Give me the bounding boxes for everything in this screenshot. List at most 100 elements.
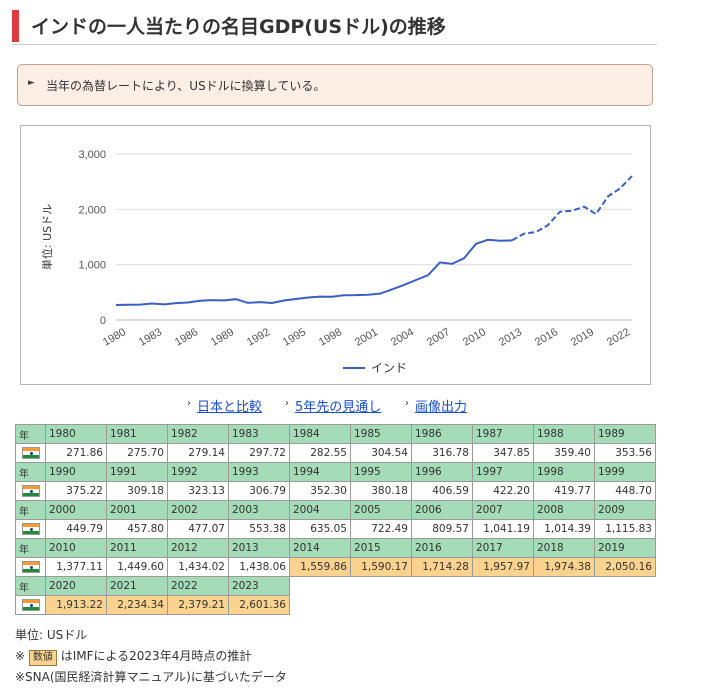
page-title: インドの一人当たりの名目GDP(USドル)の推移 bbox=[31, 16, 446, 38]
flag-cell bbox=[15, 443, 46, 463]
year-cell: 1990 bbox=[45, 462, 107, 482]
table-value-row: 1,913.22 2,234.34 2,379.21 2,601.36 bbox=[15, 595, 656, 615]
link-arrow-icon: › bbox=[405, 398, 409, 409]
value-cell: 323.13 bbox=[167, 481, 229, 501]
value-cell: 457.80 bbox=[106, 519, 168, 539]
year-cell: 1981 bbox=[106, 424, 168, 444]
link-arrow-icon: › bbox=[285, 398, 289, 409]
value-cell: 1,438.06 bbox=[228, 557, 290, 577]
series-line-actual bbox=[115, 238, 513, 306]
image-export-link[interactable]: 画像出力 bbox=[415, 400, 468, 415]
year-row-label: 年 bbox=[15, 576, 46, 596]
value-cell: 309.18 bbox=[106, 481, 168, 501]
year-cell: 2010 bbox=[45, 538, 107, 558]
year-cell: 2009 bbox=[594, 500, 656, 520]
year-cell: 2013 bbox=[228, 538, 290, 558]
five-year-outlook-link[interactable]: 5年先の見通し bbox=[295, 400, 382, 415]
value-cell: 1,559.86 bbox=[289, 557, 351, 577]
empty-cell bbox=[534, 596, 595, 615]
year-row-label: 年 bbox=[15, 462, 46, 482]
value-cell: 2,234.34 bbox=[106, 595, 168, 615]
value-cell: 1,377.11 bbox=[45, 557, 107, 577]
x-tick-label: 1983 bbox=[137, 326, 164, 349]
value-cell: 1,041.19 bbox=[472, 519, 534, 539]
title-accent bbox=[12, 10, 19, 42]
flag-cell bbox=[15, 519, 46, 539]
year-cell: 2001 bbox=[106, 500, 168, 520]
value-cell: 352.30 bbox=[289, 481, 351, 501]
india-flag-icon bbox=[21, 599, 40, 611]
value-cell: 1,957.97 bbox=[472, 557, 534, 577]
table-value-row: 1,377.11 1,449.60 1,434.02 1,438.06 1,559.86… bbox=[15, 557, 656, 577]
table-year-row: 年 1980 1981 1982 1983 1984 1985 1986 1987 1988 198… bbox=[15, 424, 656, 444]
x-tick-label: 2019 bbox=[569, 326, 596, 349]
table-value-row: 375.22 309.18 323.13 306.79 352.30 380.18 406.… bbox=[15, 481, 656, 501]
year-cell: 2011 bbox=[106, 538, 168, 558]
value-cell: 1,449.60 bbox=[106, 557, 168, 577]
flag-cell bbox=[15, 481, 46, 501]
estimate-note: ※ 数値 はIMFによる2023年4月時点の推計 bbox=[15, 647, 251, 666]
year-cell: 1982 bbox=[167, 424, 229, 444]
year-cell: 1991 bbox=[106, 462, 168, 482]
value-cell: 380.18 bbox=[350, 481, 412, 501]
legend-label: インド bbox=[371, 361, 407, 375]
series-line-estimate bbox=[511, 175, 633, 242]
value-cell: 2,050.16 bbox=[594, 557, 656, 577]
year-row-label: 年 bbox=[15, 500, 46, 520]
value-cell: 375.22 bbox=[45, 481, 107, 501]
india-flag-icon bbox=[21, 561, 40, 573]
year-cell: 1995 bbox=[350, 462, 412, 482]
year-cell: 1983 bbox=[228, 424, 290, 444]
value-cell: 347.85 bbox=[472, 443, 534, 463]
x-tick-label: 2013 bbox=[497, 326, 524, 349]
value-cell: 1,434.02 bbox=[167, 557, 229, 577]
year-cell: 2006 bbox=[411, 500, 473, 520]
page-title-bar: インドの一人当たりの名目GDP(USドル)の推移 bbox=[12, 8, 657, 45]
x-tick-label: 2016 bbox=[533, 326, 560, 349]
year-cell: 2003 bbox=[228, 500, 290, 520]
year-cell: 1989 bbox=[594, 424, 656, 444]
year-row-label: 年 bbox=[15, 424, 46, 444]
india-flag-icon bbox=[21, 447, 40, 459]
value-cell: 1,974.38 bbox=[533, 557, 595, 577]
value-cell: 448.70 bbox=[594, 481, 656, 501]
value-cell: 722.49 bbox=[350, 519, 412, 539]
empty-cell bbox=[351, 577, 412, 596]
table-value-row: 271.86 275.70 279.14 297.72 282.55 304.54 316.… bbox=[15, 443, 656, 463]
value-cell: 635.05 bbox=[289, 519, 351, 539]
line-chart: 0 1,000 2,000 3,000 1980 1983 1986 1989 1992 1995… bbox=[40, 149, 633, 375]
note-bullet-icon: ► bbox=[28, 78, 35, 88]
x-tick-label: 2010 bbox=[461, 326, 488, 349]
value-cell: 306.79 bbox=[228, 481, 290, 501]
value-cell: 282.55 bbox=[289, 443, 351, 463]
y-axis-label: 単位: USドル bbox=[40, 204, 54, 270]
x-tick-label: 1989 bbox=[209, 326, 236, 349]
value-cell: 275.70 bbox=[106, 443, 168, 463]
year-cell: 1987 bbox=[472, 424, 534, 444]
value-cell: 422.20 bbox=[472, 481, 534, 501]
compare-japan-link[interactable]: 日本と比較 bbox=[197, 400, 263, 415]
value-cell: 419.77 bbox=[533, 481, 595, 501]
estimate-text: はIMFによる2023年4月時点の推計 bbox=[60, 649, 252, 663]
value-cell: 297.72 bbox=[228, 443, 290, 463]
value-cell: 2,601.36 bbox=[228, 595, 290, 615]
x-tick-label: 2004 bbox=[389, 326, 416, 349]
year-cell: 2002 bbox=[167, 500, 229, 520]
year-row-label: 年 bbox=[15, 538, 46, 558]
x-tick-label: 2007 bbox=[425, 326, 452, 349]
x-tick-label: 1995 bbox=[281, 326, 308, 349]
value-cell: 1,590.17 bbox=[350, 557, 412, 577]
table-value-row: 449.79 457.80 477.07 553.38 635.05 722.49 809.… bbox=[15, 519, 656, 539]
year-cell: 2008 bbox=[533, 500, 595, 520]
year-cell: 2007 bbox=[472, 500, 534, 520]
estimate-chip: 数値 bbox=[28, 650, 57, 666]
table-year-row: 年 2000 2001 2002 2003 2004 2005 2006 2007 2008 200… bbox=[15, 500, 656, 520]
year-cell: 2014 bbox=[289, 538, 351, 558]
sna-note: ※SNA(国民経済計算マニュアル)に基づいたデータ bbox=[15, 670, 287, 684]
empty-cell bbox=[534, 577, 595, 596]
y-tick-label: 1,000 bbox=[78, 260, 106, 272]
estimate-prefix: ※ bbox=[15, 649, 26, 663]
y-tick-label: 0 bbox=[100, 315, 106, 327]
value-cell: 316.78 bbox=[411, 443, 473, 463]
empty-cell bbox=[595, 596, 656, 615]
